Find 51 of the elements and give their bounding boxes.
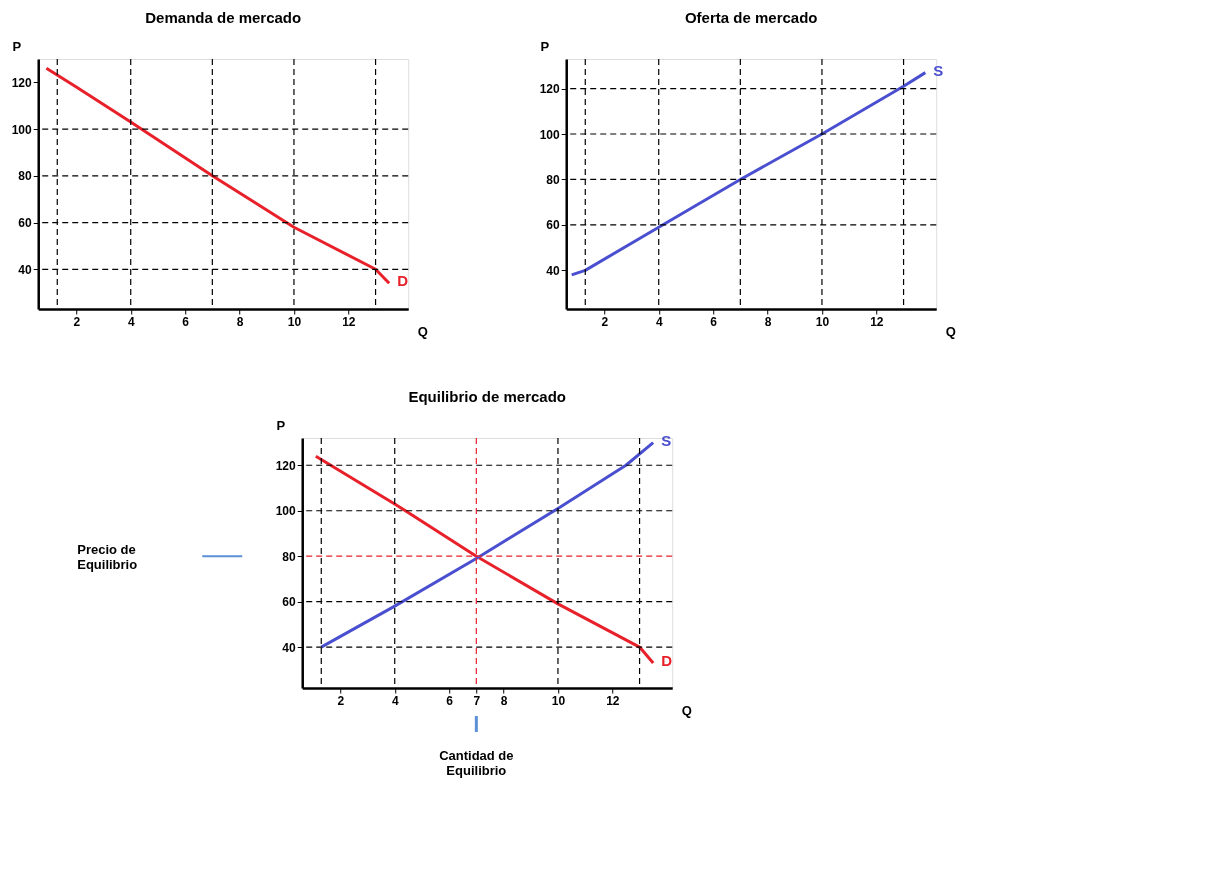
text: Cantidad de Equilibrio	[439, 748, 514, 778]
x-tick-label: 4	[391, 693, 399, 708]
x-tick-label: 2	[73, 314, 81, 329]
series-label: S	[661, 431, 672, 449]
x-tick-label: 8	[236, 314, 244, 329]
y-tick-label: 120	[275, 458, 297, 473]
series-label: S	[933, 61, 944, 79]
y-tick-label: 80	[282, 549, 297, 564]
x-tick-label: 6	[446, 693, 454, 708]
series-label: D	[661, 652, 673, 669]
x-tick-label: 10	[287, 314, 302, 329]
x-axis-title: Q	[945, 323, 956, 339]
x-tick-label: 2	[601, 314, 609, 329]
y-tick-label: 120	[11, 75, 33, 90]
y-tick-label: 100	[275, 504, 297, 519]
y-tick-label: 80	[18, 169, 33, 184]
x-tick-label: 12	[342, 314, 356, 329]
x-tick-label: 4	[655, 314, 663, 329]
x-axis-title: Q	[681, 702, 692, 718]
x-tick-label: 7	[473, 693, 481, 708]
y-axis-title: P	[12, 38, 22, 54]
x-tick-label: 2	[337, 693, 345, 708]
y-tick-label: 40	[546, 263, 561, 278]
y-tick-label: 100	[539, 127, 561, 142]
x-tick-label: 4	[127, 314, 135, 329]
x-tick-label: 8	[500, 693, 508, 708]
y-axis-title: P	[276, 417, 286, 433]
x-tick-label: 10	[815, 314, 830, 329]
x-tick-label: 6	[182, 314, 190, 329]
x-axis-title: Q	[417, 323, 428, 339]
line-series	[570, 71, 927, 277]
y-tick-label: 60	[282, 595, 297, 610]
y-tick-label: 60	[546, 218, 561, 233]
series-label: D	[397, 272, 409, 290]
line-series	[44, 66, 391, 285]
x-tick-label: 8	[764, 314, 772, 329]
chart-title: Equilibrio de mercado	[408, 388, 566, 405]
y-tick-label: 40	[18, 262, 33, 277]
x-tick-label: 10	[551, 693, 566, 708]
x-tick-label: 12	[606, 693, 620, 708]
x-tick-label: 12	[870, 314, 884, 329]
y-axis-title: P	[540, 38, 550, 54]
y-tick-label: 80	[546, 172, 561, 187]
y-tick-label: 100	[11, 122, 33, 137]
x-tick-label: 6	[710, 314, 718, 329]
y-tick-label: 120	[539, 82, 561, 97]
y-tick-label: 40	[282, 640, 297, 655]
chart-title: Demanda de mercado	[145, 9, 302, 26]
y-tick-label: 60	[18, 216, 33, 231]
text: Precio de Equilibrio	[77, 542, 138, 573]
chart-title: Oferta de mercado	[684, 9, 818, 26]
